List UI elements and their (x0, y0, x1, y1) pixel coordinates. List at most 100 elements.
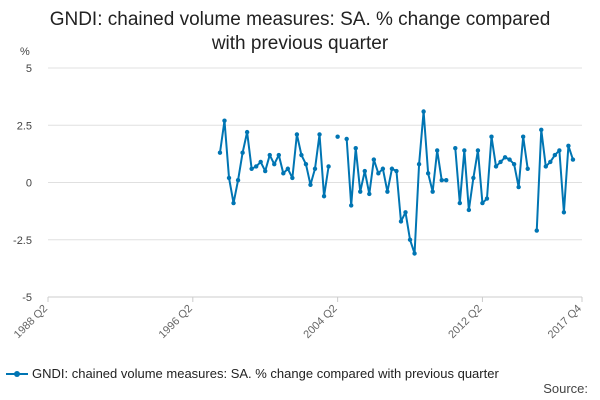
data-point (344, 136, 349, 142)
data-point (380, 166, 386, 171)
data-point (276, 152, 281, 158)
data-point (308, 182, 313, 187)
data-point (244, 129, 250, 135)
data-point (385, 189, 390, 194)
series-line-segment (218, 119, 330, 205)
data-point (235, 178, 241, 183)
x-tick-label: 2017 Q4 (546, 303, 584, 341)
data-point (471, 175, 476, 181)
data-point (281, 171, 286, 176)
data-point (475, 148, 481, 153)
y-tick-label: 2.5 (17, 120, 32, 132)
y-tick-label: -5 (22, 292, 32, 304)
series-line-segment (454, 135, 529, 211)
data-point (403, 210, 408, 215)
data-point (484, 196, 490, 201)
legend-swatch (6, 369, 28, 379)
data-point (353, 145, 358, 151)
data-point (376, 171, 381, 176)
source-label: Source: (543, 381, 588, 396)
x-axis-ticks: 1988 Q2 1996 Q2 2004 Q2 2012 Q2 2017 Q4 (12, 297, 584, 341)
data-point (552, 152, 558, 158)
data-point (457, 200, 463, 206)
y-tick-label: -2.5 (13, 235, 32, 247)
chart-title: GNDI: chained volume measures: SA. % cha… (0, 8, 600, 56)
data-point (326, 164, 331, 169)
data-point (525, 166, 530, 171)
data-point (272, 161, 277, 167)
legend-label: GNDI: chained volume measures: SA. % cha… (32, 366, 499, 381)
data-point (267, 152, 272, 158)
data-point (543, 164, 548, 169)
data-point (285, 166, 291, 171)
data-point (231, 200, 236, 206)
data-point (407, 237, 413, 242)
data-point (430, 189, 435, 194)
data-point (511, 161, 517, 167)
data-point (570, 157, 576, 162)
data-point (294, 132, 300, 137)
data-point (253, 164, 259, 169)
data-point (561, 210, 567, 215)
data-point (249, 166, 254, 171)
data-point (312, 166, 318, 171)
legend-swatch-dot (14, 370, 20, 377)
data-point (534, 228, 539, 233)
data-point (434, 148, 440, 153)
gridlines (48, 67, 582, 298)
legend[interactable]: GNDI: chained volume measures: SA. % cha… (6, 366, 499, 381)
data-point (240, 150, 245, 155)
x-tick-label: 1996 Q2 (157, 303, 195, 341)
y-axis-label: % (20, 46, 30, 58)
data-point (394, 168, 399, 174)
data-point (335, 134, 340, 139)
data-point (371, 157, 377, 162)
data-point (489, 134, 494, 139)
data-point (303, 161, 309, 167)
chart-title-line1: GNDI: chained volume measures: SA. % cha… (49, 9, 551, 30)
data-point (480, 200, 485, 206)
data-point (502, 155, 508, 160)
data-point (263, 168, 268, 174)
data-point (498, 159, 503, 165)
x-tick-label: 2012 Q2 (446, 303, 484, 341)
chart-title-line2: with previous quarter (211, 33, 389, 54)
data-point (462, 148, 467, 153)
data-point (548, 159, 553, 165)
data-point (217, 150, 223, 155)
series-points (217, 109, 576, 256)
data-point (539, 127, 544, 133)
data-point (466, 207, 472, 213)
data-point (439, 178, 444, 183)
data-point (566, 143, 571, 149)
data-point (520, 134, 526, 139)
data-point (222, 118, 227, 123)
data-point (389, 166, 395, 171)
data-point (398, 219, 404, 224)
y-tick-label: 0 (26, 178, 32, 190)
x-tick-label: 2004 Q2 (301, 303, 339, 341)
data-point (516, 184, 521, 190)
x-tick-label: 1988 Q2 (12, 303, 50, 341)
y-axis-ticks: 5 2.5 0 -2.5 -5 (13, 63, 32, 304)
y-tick-label: 5 (26, 63, 32, 75)
data-point (557, 148, 562, 153)
data-point (425, 171, 431, 176)
data-point (226, 175, 232, 181)
data-point (358, 189, 363, 194)
data-point (258, 159, 263, 165)
data-point (290, 175, 295, 181)
data-point (493, 164, 499, 169)
data-point (444, 178, 449, 183)
data-point (349, 203, 354, 208)
data-point (416, 161, 422, 167)
data-point (367, 191, 372, 197)
data-point (299, 152, 304, 158)
data-point (412, 251, 417, 256)
data-point (453, 145, 458, 151)
data-point (317, 132, 322, 137)
data-point (321, 194, 327, 199)
data-point (362, 168, 367, 174)
data-point (507, 157, 512, 162)
